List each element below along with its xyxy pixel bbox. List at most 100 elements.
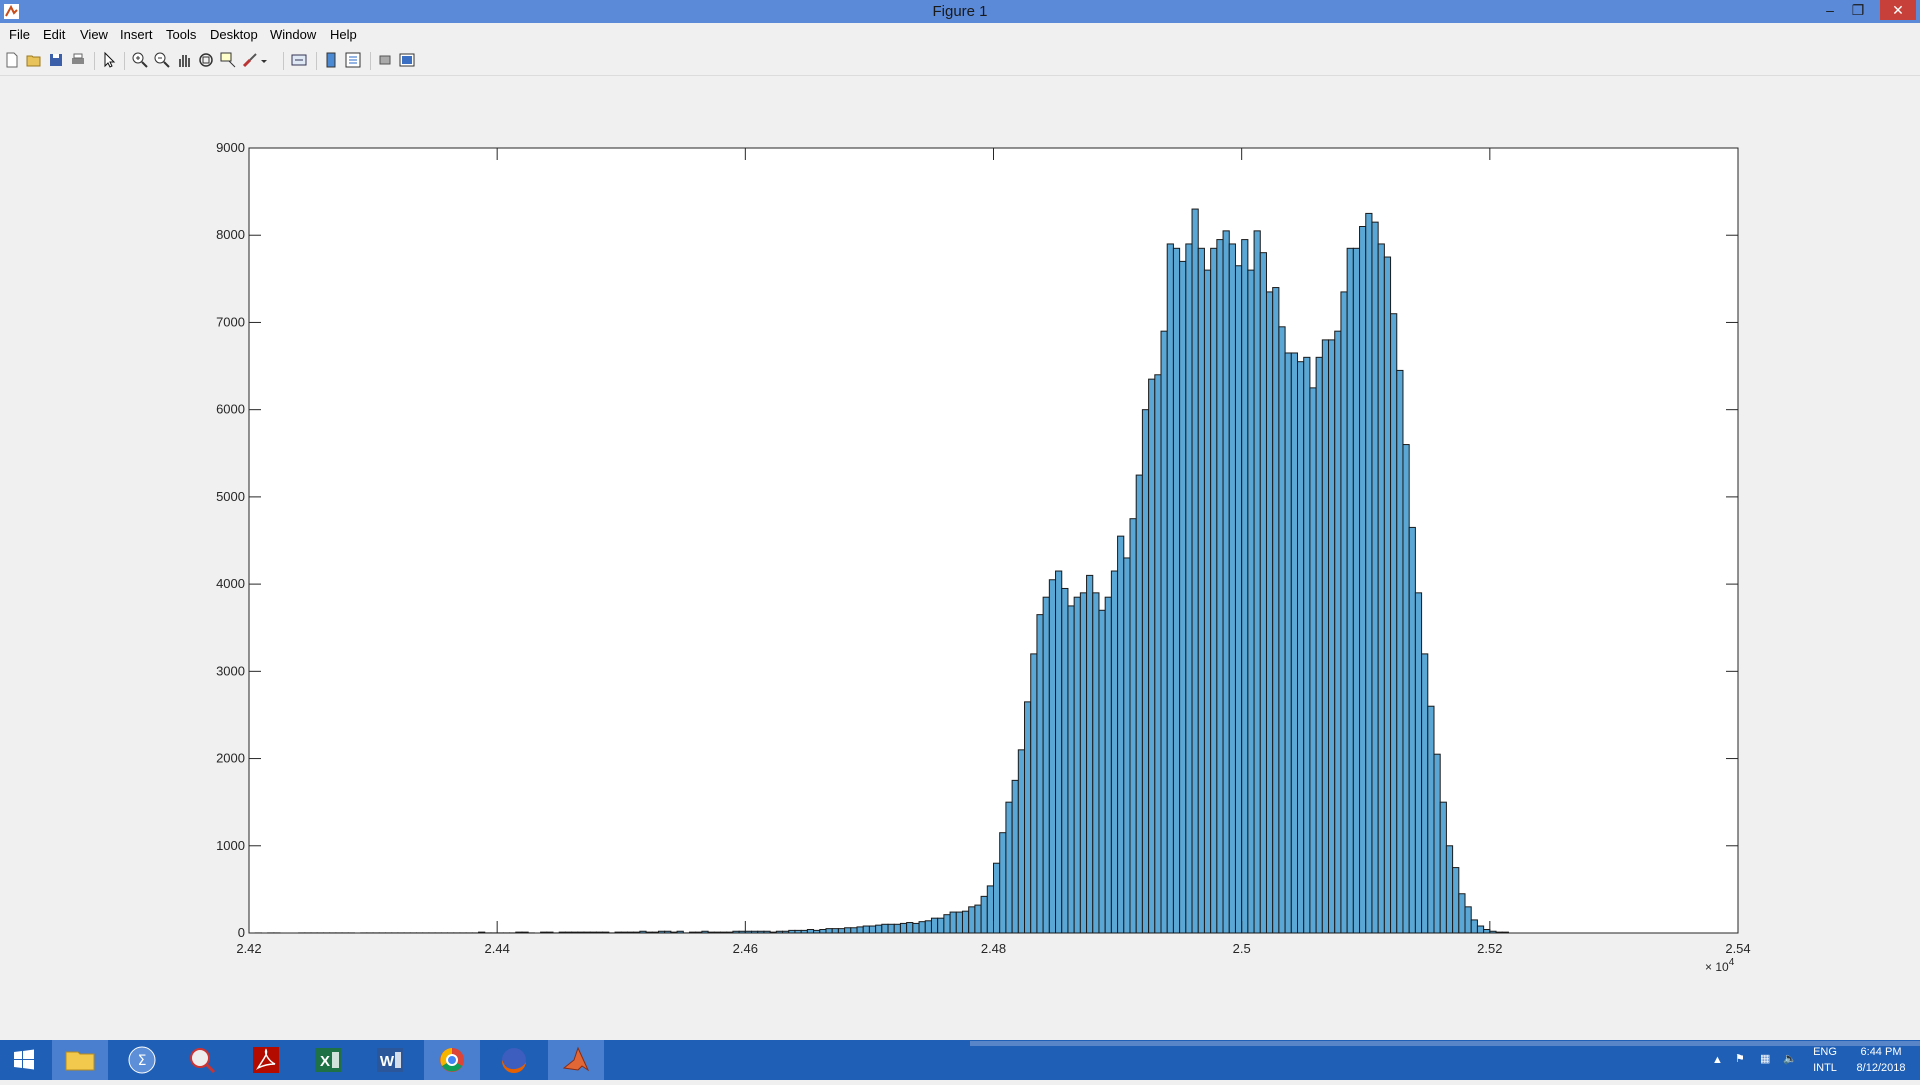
histogram-bar[interactable] xyxy=(1279,327,1285,933)
histogram-bar[interactable] xyxy=(1316,357,1322,933)
histogram-bar[interactable] xyxy=(516,932,522,933)
histogram-bar[interactable] xyxy=(758,931,764,933)
brush-dropdown-icon[interactable] xyxy=(259,51,269,69)
histogram-bar[interactable] xyxy=(1142,410,1148,933)
histogram-bar[interactable] xyxy=(1235,266,1241,933)
histogram-bar[interactable] xyxy=(559,932,565,933)
histogram-bar[interactable] xyxy=(1118,536,1124,933)
histogram-bar[interactable] xyxy=(832,929,838,933)
histogram-bar[interactable] xyxy=(1360,227,1366,934)
histogram-bar[interactable] xyxy=(1167,244,1173,933)
histogram-bar[interactable] xyxy=(621,932,627,933)
histogram-bar[interactable] xyxy=(702,931,708,933)
histogram-bar[interactable] xyxy=(1440,802,1446,933)
histogram-bar[interactable] xyxy=(1484,930,1490,933)
histogram-bar[interactable] xyxy=(1149,379,1155,933)
histogram-bar[interactable] xyxy=(1217,240,1223,933)
histogram-bar[interactable] xyxy=(696,932,702,933)
histogram-bar[interactable] xyxy=(882,924,888,933)
histogram-bar[interactable] xyxy=(956,912,962,933)
histogram-bar[interactable] xyxy=(1353,248,1359,933)
windows-start-button[interactable] xyxy=(0,1040,48,1080)
histogram-bar[interactable] xyxy=(1273,288,1279,933)
histogram-bar[interactable] xyxy=(1080,593,1086,933)
tray-keyboard-layout[interactable]: INTL xyxy=(1810,1062,1840,1074)
histogram-bar[interactable] xyxy=(1477,926,1483,933)
histogram-bar[interactable] xyxy=(1025,702,1031,933)
menu-edit[interactable]: Edit xyxy=(43,23,65,47)
histogram-bar[interactable] xyxy=(1304,357,1310,933)
histogram-bar[interactable] xyxy=(671,932,677,933)
brush-icon[interactable] xyxy=(241,51,259,69)
histogram-bar[interactable] xyxy=(851,928,857,933)
histogram-bar[interactable] xyxy=(981,896,987,933)
taskbar-word[interactable]: W xyxy=(362,1040,418,1080)
zoom-in-icon[interactable] xyxy=(131,51,149,69)
histogram-bar[interactable] xyxy=(938,918,944,933)
histogram-bar[interactable] xyxy=(1409,527,1415,933)
tray-volume-icon[interactable]: 🔈 xyxy=(1783,1052,1797,1065)
histogram-bar[interactable] xyxy=(1254,231,1260,933)
histogram-bar[interactable] xyxy=(733,931,739,933)
histogram-bar[interactable] xyxy=(1446,846,1452,933)
legend-icon[interactable] xyxy=(344,51,362,69)
histogram-bar[interactable] xyxy=(1180,261,1186,933)
histogram-bar[interactable] xyxy=(1111,571,1117,933)
histogram-bar[interactable] xyxy=(826,929,832,933)
histogram-bar[interactable] xyxy=(596,932,602,933)
histogram-bar[interactable] xyxy=(1496,932,1502,933)
histogram-bar[interactable] xyxy=(1490,931,1496,933)
histogram-bar[interactable] xyxy=(1155,375,1161,933)
histogram-bar[interactable] xyxy=(1366,213,1372,933)
histogram-bar[interactable] xyxy=(1136,475,1142,933)
histogram-bar[interactable] xyxy=(987,886,993,933)
histogram-bar[interactable] xyxy=(962,911,968,933)
histogram-bar[interactable] xyxy=(1391,314,1397,933)
histogram-bar[interactable] xyxy=(1043,597,1049,933)
histogram-bar[interactable] xyxy=(1322,340,1328,933)
histogram-bar[interactable] xyxy=(1173,248,1179,933)
histogram-bar[interactable] xyxy=(627,932,633,933)
histogram-bar[interactable] xyxy=(907,923,913,933)
histogram-bar[interactable] xyxy=(1372,222,1378,933)
histogram-bar[interactable] xyxy=(789,930,795,933)
histogram-bar[interactable] xyxy=(770,932,776,933)
taskbar-excel[interactable]: X xyxy=(300,1040,356,1080)
histogram-bar[interactable] xyxy=(845,928,851,933)
histogram-bar[interactable] xyxy=(1006,802,1012,933)
histogram-bar[interactable] xyxy=(1465,907,1471,933)
axes-background[interactable] xyxy=(249,148,1738,933)
histogram-bar[interactable] xyxy=(1124,558,1130,933)
restore-button[interactable]: ❐ xyxy=(1844,0,1872,20)
histogram-bar[interactable] xyxy=(727,932,733,933)
link-plot-icon[interactable] xyxy=(290,51,308,69)
histogram-bar[interactable] xyxy=(1347,248,1353,933)
rotate-3d-icon[interactable] xyxy=(197,51,215,69)
histogram-bar[interactable] xyxy=(814,930,820,933)
histogram-bar[interactable] xyxy=(1074,597,1080,933)
menu-desktop[interactable]: Desktop xyxy=(210,23,258,47)
histogram-bar[interactable] xyxy=(1000,833,1006,933)
histogram-bar[interactable] xyxy=(1248,270,1254,933)
pan-hand-icon[interactable] xyxy=(175,51,193,69)
minimize-button[interactable]: – xyxy=(1816,0,1844,20)
taskbar-snipping-tool[interactable] xyxy=(176,1040,232,1080)
histogram-bar[interactable] xyxy=(689,932,695,933)
histogram-bar[interactable] xyxy=(783,931,789,933)
histogram-bar[interactable] xyxy=(1285,353,1291,933)
histogram-bar[interactable] xyxy=(913,923,919,933)
taskbar-chrome[interactable] xyxy=(424,1040,480,1080)
histogram-bar[interactable] xyxy=(1018,750,1024,933)
histogram-bar[interactable] xyxy=(1260,253,1266,933)
histogram-bar[interactable] xyxy=(1329,340,1335,933)
histogram-bar[interactable] xyxy=(863,926,869,933)
histogram-bar[interactable] xyxy=(1049,580,1055,933)
taskbar-file-explorer[interactable] xyxy=(52,1040,108,1080)
histogram-bar[interactable] xyxy=(1093,593,1099,933)
histogram-bar[interactable] xyxy=(888,924,894,933)
show-plot-tools-icon[interactable] xyxy=(398,51,416,69)
histogram-bar[interactable] xyxy=(721,932,727,933)
histogram-bar[interactable] xyxy=(1068,606,1074,933)
histogram-bar[interactable] xyxy=(931,918,937,933)
tray-clock-time[interactable]: 6:44 PM xyxy=(1846,1046,1916,1058)
